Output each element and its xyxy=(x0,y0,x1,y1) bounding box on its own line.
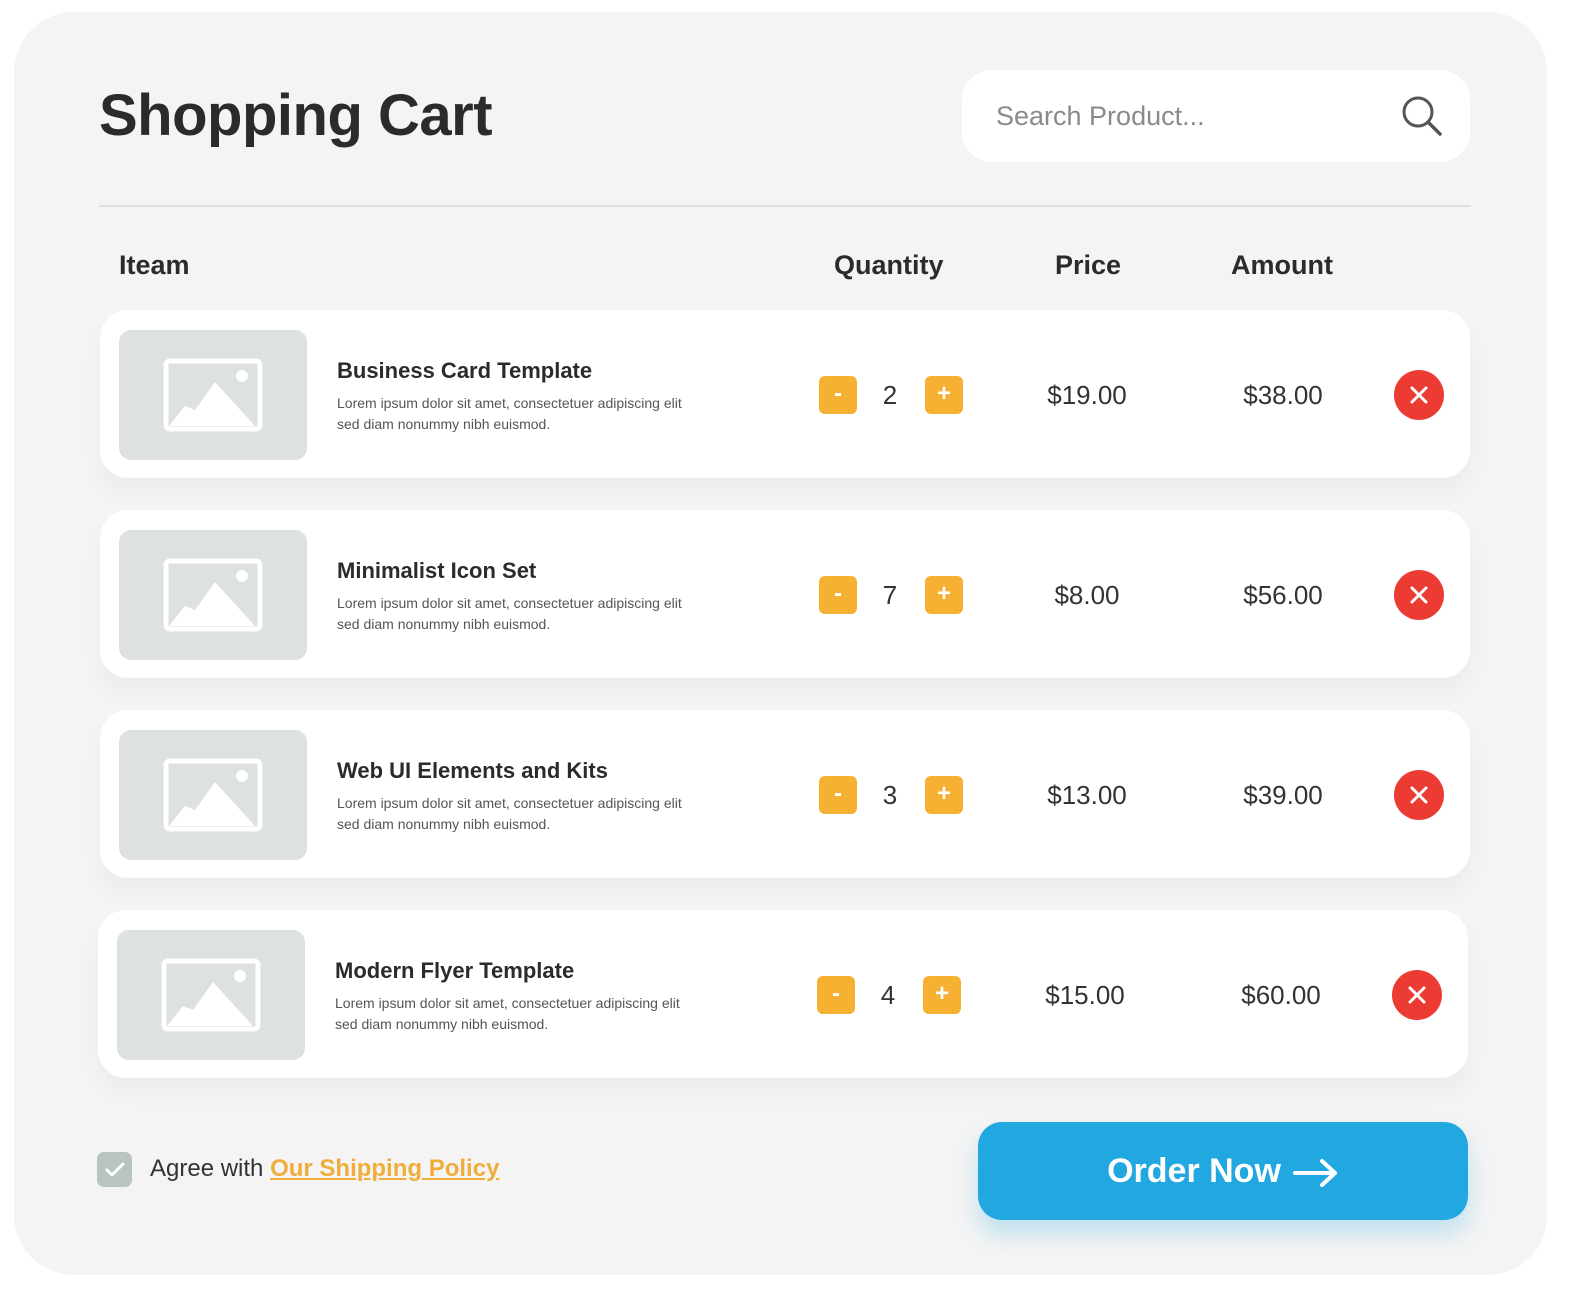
line-amount: $39.00 xyxy=(1243,780,1323,810)
product-name: Minimalist Icon Set xyxy=(337,558,537,583)
cart-item-row: Web UI Elements and Kits Lorem ipsum dol… xyxy=(100,710,1470,878)
decrease-quantity-button[interactable]: - xyxy=(819,776,857,814)
arrow-right-icon xyxy=(1292,1159,1337,1188)
remove-item-button[interactable] xyxy=(1394,570,1444,620)
product-thumbnail xyxy=(119,330,307,460)
product-name: Web UI Elements and Kits xyxy=(337,758,608,783)
cart-item-row: Minimalist Icon Set Lorem ipsum dolor si… xyxy=(100,510,1470,678)
product-thumbnail xyxy=(119,530,307,660)
product-thumbnail xyxy=(119,730,307,860)
column-header-amount: Amount xyxy=(1231,250,1333,280)
line-amount: $56.00 xyxy=(1243,580,1323,610)
line-amount: $38.00 xyxy=(1243,380,1323,410)
agree-checkbox[interactable] xyxy=(97,1152,132,1187)
column-header-item: Iteam xyxy=(119,250,190,280)
product-description: Lorem ipsum dolor sit amet, consectetuer… xyxy=(335,995,680,1032)
unit-price: $8.00 xyxy=(1054,580,1120,610)
order-now-button[interactable]: Order Now xyxy=(978,1122,1468,1220)
product-description: Lorem ipsum dolor sit amet, consectetuer… xyxy=(337,595,682,632)
cart-item-row: Business Card Template Lorem ipsum dolor… xyxy=(100,310,1470,478)
remove-item-button[interactable] xyxy=(1392,970,1442,1020)
quantity-value: 4 xyxy=(880,980,896,1010)
increase-quantity-button[interactable]: + xyxy=(925,576,963,614)
header-divider xyxy=(99,205,1471,207)
product-name: Business Card Template xyxy=(337,358,593,383)
increase-quantity-button[interactable]: + xyxy=(923,976,961,1014)
image-placeholder-icon xyxy=(161,958,261,1032)
quantity-value: 3 xyxy=(882,780,898,810)
unit-price: $19.00 xyxy=(1047,380,1127,410)
column-header-price: Price xyxy=(1055,250,1122,280)
page-title: Shopping Cart xyxy=(99,83,493,148)
close-icon xyxy=(1410,386,1428,404)
unit-price: $13.00 xyxy=(1047,780,1127,810)
decrease-quantity-button[interactable]: - xyxy=(819,576,857,614)
close-icon xyxy=(1410,786,1428,804)
product-description: Lorem ipsum dolor sit amet, consectetuer… xyxy=(337,795,682,832)
product-thumbnail xyxy=(117,930,305,1060)
decrease-quantity-button[interactable]: - xyxy=(817,976,855,1014)
checkmark-icon xyxy=(105,1162,125,1177)
remove-item-button[interactable] xyxy=(1394,770,1444,820)
line-amount: $60.00 xyxy=(1241,980,1321,1010)
quantity-value: 2 xyxy=(882,380,898,410)
decrease-quantity-button[interactable]: - xyxy=(819,376,857,414)
unit-price: $15.00 xyxy=(1045,980,1125,1010)
search-box[interactable] xyxy=(962,70,1470,162)
remove-item-button[interactable] xyxy=(1394,370,1444,420)
agree-label: Agree with Our Shipping Policy xyxy=(150,1155,499,1183)
increase-quantity-button[interactable]: + xyxy=(925,776,963,814)
close-icon xyxy=(1410,586,1428,604)
image-placeholder-icon xyxy=(163,558,263,632)
agree-text: Agree with xyxy=(150,1155,271,1182)
order-now-label: Order Now xyxy=(1107,1152,1281,1190)
cart-item-row: Modern Flyer Template Lorem ipsum dolor … xyxy=(98,910,1468,1078)
image-placeholder-icon xyxy=(163,758,263,832)
search-input[interactable] xyxy=(996,94,1376,138)
quantity-value: 7 xyxy=(882,580,898,610)
image-placeholder-icon xyxy=(163,358,263,432)
search-icon[interactable] xyxy=(1400,94,1444,143)
column-header-quantity: Quantity xyxy=(834,250,944,280)
increase-quantity-button[interactable]: + xyxy=(925,376,963,414)
close-icon xyxy=(1408,986,1426,1004)
shipping-policy-link[interactable]: Our Shipping Policy xyxy=(270,1155,500,1182)
product-description: Lorem ipsum dolor sit amet, consectetuer… xyxy=(337,395,682,432)
product-name: Modern Flyer Template xyxy=(335,958,575,983)
